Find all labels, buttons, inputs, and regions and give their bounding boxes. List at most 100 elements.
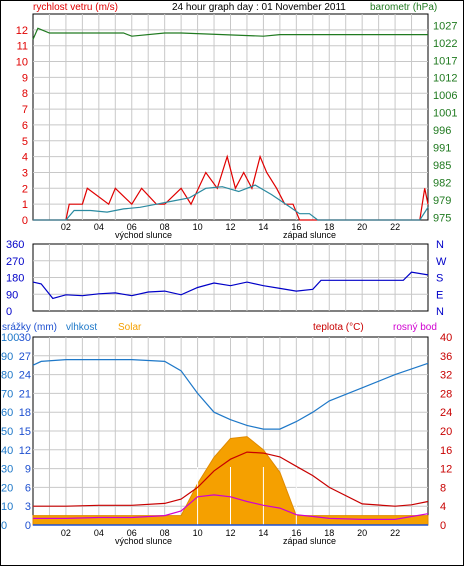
rain-tick-label: 6: [25, 482, 31, 494]
wind-tick-label: 1: [22, 199, 28, 211]
rain-tick-label: 3: [25, 501, 31, 513]
x-tick-label: 08: [160, 528, 170, 538]
wind-tick-label: 12: [16, 25, 28, 37]
x-tick-label: 16: [291, 528, 301, 538]
baro-tick-label: 1022: [433, 38, 457, 50]
x-tick-label: 20: [357, 222, 367, 232]
temperature-tick-label: 24: [440, 407, 452, 419]
direction-tick-label: 90: [6, 289, 18, 301]
solar-label: Solar: [118, 322, 142, 333]
humidity-line: [32, 359, 429, 430]
compass-tick-label: E: [436, 289, 443, 301]
humidity-tick-label: 60: [1, 407, 13, 419]
baro-tick-label: 1006: [433, 90, 457, 102]
humidity-tick-label: 80: [1, 370, 13, 382]
x-tick-label: 02: [61, 222, 71, 232]
wind-tick-label: 4: [22, 152, 28, 164]
humidity-tick-label: 90: [1, 351, 13, 363]
humidity-x-axis: 02 04 06 08 10 12 14 16 18 20 22: [61, 528, 400, 538]
sunrise-label-1: východ slunce: [115, 230, 172, 240]
baro-tick-label: 982: [433, 177, 451, 189]
dewpoint-line: [33, 494, 429, 520]
temperature-tick-label: 32: [440, 370, 452, 382]
wind-series-line: [32, 27, 428, 40]
humidity-tick-label: 0: [1, 520, 7, 532]
humidity-label: vlhkost: [66, 322, 97, 333]
wind-tick-label: 2: [22, 183, 28, 195]
baro-tick-label: 985: [433, 160, 451, 172]
wind-series-line: [33, 184, 429, 221]
direction-panel-grid: [33, 244, 428, 311]
wind-series-line: [33, 154, 429, 221]
humidity-tick-label: 70: [1, 388, 13, 400]
x-tick-label: 04: [94, 528, 104, 538]
compass-tick-label: W: [436, 256, 447, 268]
dewpoint-label: rosný bod: [393, 322, 437, 333]
wind-series: [32, 27, 429, 221]
baro-tick-label: 996: [433, 125, 451, 137]
wind-tick-label: 5: [22, 136, 28, 148]
rain-tick-label: 12: [19, 445, 31, 457]
temperature-tick-label: 8: [440, 482, 446, 494]
baro-right-axis: 975 979 982 985 991 996 1001 1006 1012 1017 1022 10…: [433, 20, 457, 224]
temperature-tick-label: 20: [440, 426, 452, 438]
direction-tick-label: 360: [6, 239, 24, 251]
humidity-tick-label: 100: [1, 332, 19, 344]
x-tick-label: 18: [324, 528, 334, 538]
direction-left-axis: 0 90 180 270 360: [6, 239, 24, 318]
baro-tick-label: 975: [433, 212, 451, 224]
temperature-tick-label: 28: [440, 388, 452, 400]
rain-tick-label: 0: [25, 520, 31, 532]
temperature-tick-label: 0: [440, 520, 446, 532]
humidity-tick-label: 20: [1, 482, 13, 494]
baro-tick-label: 1012: [433, 73, 457, 85]
rain-tick-label: 27: [19, 351, 31, 363]
rain-tick-label: 24: [19, 370, 31, 382]
humidity-tick-label: 30: [1, 464, 13, 476]
direction-tick-label: 270: [6, 256, 24, 268]
sunset-label-1: západ slunce: [283, 230, 336, 240]
humidity-tick-label: 40: [1, 445, 13, 457]
x-tick-label: 18: [324, 222, 334, 232]
direction-series-line: [32, 271, 429, 300]
compass-tick-label: N: [436, 306, 444, 318]
x-tick-label: 10: [193, 222, 203, 232]
humidity-left-axes: 0 10 20 30 40 50 60 70 80 90 100 0 3 6 9 12 15 18 21 24 27 30: [1, 332, 31, 532]
x-tick-label: 06: [127, 528, 137, 538]
temperature-tick-label: 12: [440, 464, 452, 476]
graph-title: 24 hour graph day : 01 November 2011: [172, 2, 346, 13]
wind-tick-label: 10: [16, 57, 28, 69]
direction-tick-label: 180: [6, 273, 24, 285]
baro-tick-label: 1027: [433, 20, 457, 32]
x-tick-label: 06: [127, 222, 137, 232]
temperature-line: [33, 451, 429, 507]
temperature-right-axis: 0 4 8 12 16 20 24 28 32 36 40: [440, 332, 452, 532]
wind-tick-label: 7: [22, 104, 28, 116]
x-tick-label: 12: [225, 222, 235, 232]
wind-tick-label: 8: [22, 88, 28, 100]
humidity-series: [32, 359, 429, 526]
wind-left-label: rychlost vetru (m/s): [33, 2, 118, 13]
x-tick-label: 14: [258, 528, 268, 538]
temperature-tick-label: 16: [440, 445, 452, 457]
rain-tick-label: 9: [25, 464, 31, 476]
direction-series: [32, 271, 429, 300]
x-tick-label: 14: [258, 222, 268, 232]
x-tick-label: 22: [390, 528, 400, 538]
x-tick-label: 22: [390, 222, 400, 232]
rain-tick-label: 15: [19, 426, 31, 438]
temperature-label: teplota (°C): [313, 322, 364, 333]
rain-tick-label: 18: [19, 407, 31, 419]
x-tick-label: 04: [94, 222, 104, 232]
temperature-tick-label: 40: [440, 332, 452, 344]
wind-tick-label: 9: [22, 72, 28, 84]
temperature-tick-label: 36: [440, 351, 452, 363]
wind-tick-label: 3: [22, 167, 28, 179]
baro-tick-label: 1001: [433, 108, 457, 120]
x-tick-label: 08: [160, 222, 170, 232]
wind-panel-grid: [33, 14, 428, 220]
wind-x-axis: 02 04 06 08 10 12 14 16 18 20 22: [61, 222, 400, 232]
x-tick-label: 02: [61, 528, 71, 538]
